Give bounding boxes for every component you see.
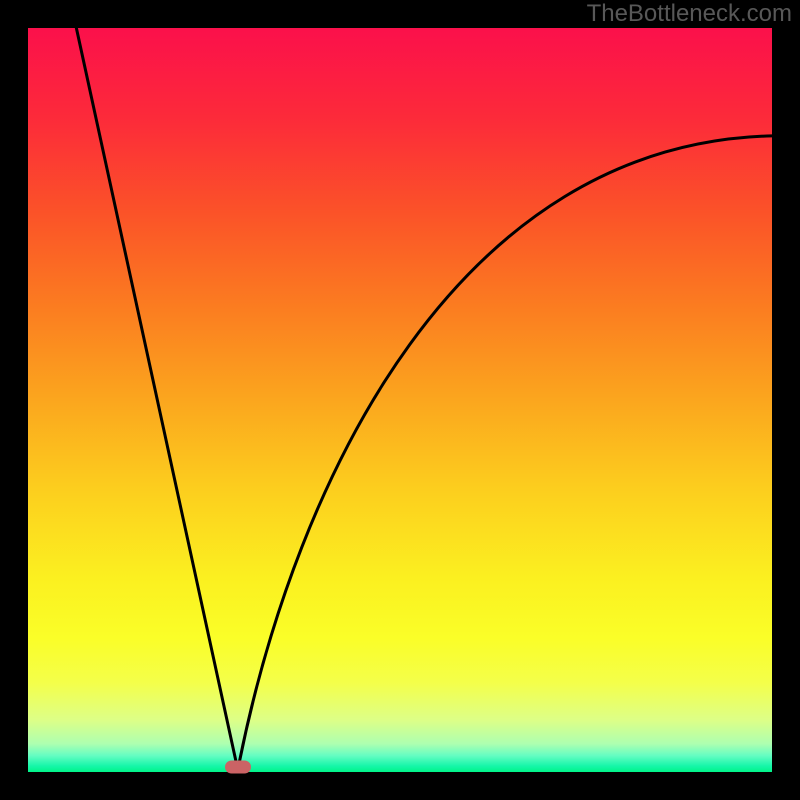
curve-overlay [28, 28, 772, 772]
plot-area [28, 28, 772, 772]
valley-marker [225, 760, 251, 773]
watermark-text: TheBottleneck.com [587, 0, 792, 28]
chart-container: TheBottleneck.com [0, 0, 800, 800]
